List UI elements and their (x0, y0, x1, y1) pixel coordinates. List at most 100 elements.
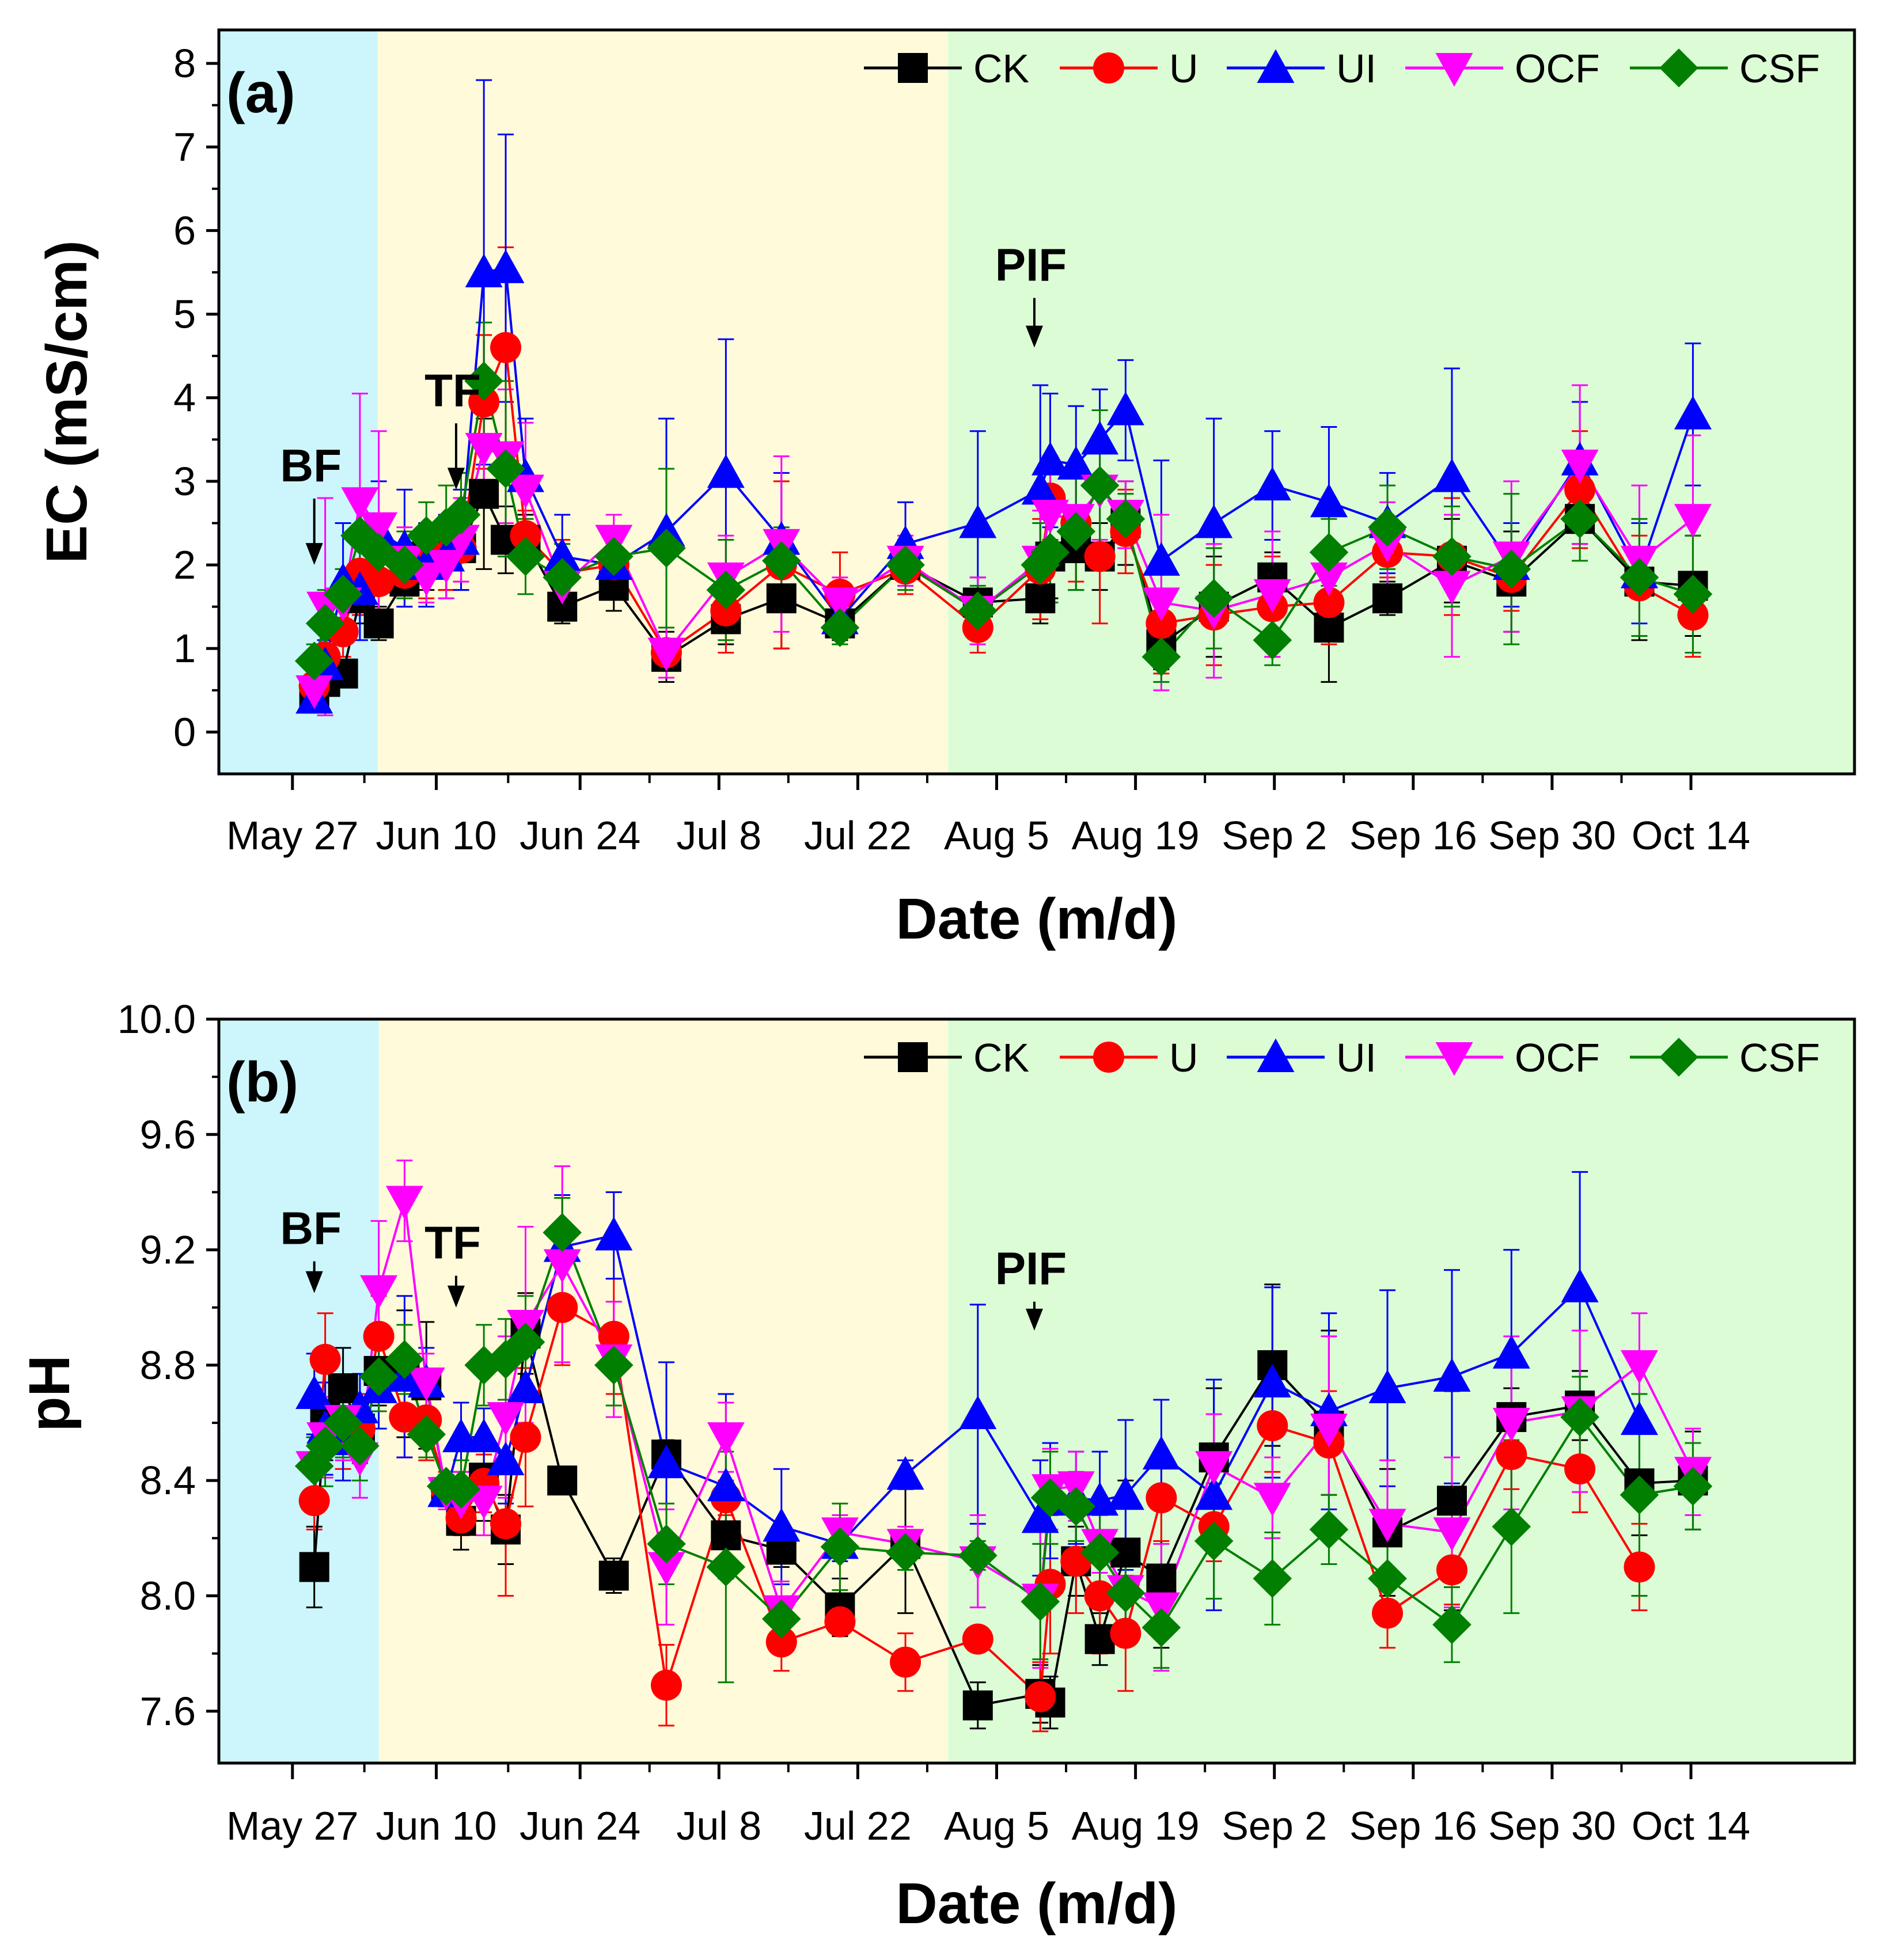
panel-b-point-CSF (1309, 1510, 1349, 1549)
panel-a-x-tick-label: Jun 24 (519, 813, 640, 858)
panel-b-point-OCF (360, 1275, 398, 1309)
panel-b-point-CSF (543, 1213, 582, 1252)
panel-a-point-CSF (486, 449, 525, 488)
panel-a-point-CSF (359, 533, 399, 572)
panel-a-point-CSF (1106, 499, 1146, 539)
panel-b-legend-label-U: U (1169, 1035, 1199, 1080)
panel-a-point-U (468, 386, 500, 417)
panel-b-point-UI (707, 1467, 745, 1502)
panel-a-point-CSF (1309, 533, 1349, 572)
panel-b-point-OCF (1310, 1414, 1348, 1448)
panel-b-y-tick-label: 9.6 (140, 1112, 196, 1157)
panel-b-point-U (1624, 1551, 1655, 1583)
panel-a-x-tick-label: Sep 2 (1222, 813, 1327, 858)
panel-b-point-CSF (1021, 1582, 1060, 1621)
panel-a-point-OCF (1674, 504, 1712, 538)
panel-a-band-before (219, 30, 378, 774)
panel-a-point-U (490, 332, 522, 363)
panel-b-point-CSF (1560, 1397, 1599, 1437)
panel-b-point-CSF (294, 1446, 334, 1486)
panel-b-point-CSF (762, 1599, 801, 1639)
panel-b-annotation-arrowhead-BF (305, 1271, 323, 1293)
panel-a-point-UI (1021, 470, 1059, 505)
panel-b-y-tick-label: 8.4 (140, 1458, 196, 1503)
panel-b-point-CSF (340, 1426, 380, 1465)
panel-a-point-UI (959, 504, 997, 538)
panel-b-point-UI (1142, 1435, 1180, 1470)
panel-a-point-CSF (594, 537, 634, 576)
panel-b-point-CK (1084, 1624, 1115, 1654)
panel-a-point-CSF (1080, 466, 1120, 505)
panel-b-point-UI (507, 1369, 544, 1403)
panel-a-point-OCF (1253, 579, 1291, 613)
panel-b-point-OCF (1433, 1517, 1471, 1551)
panel-a-point-CSF (323, 575, 363, 614)
panel-a-point-U (1313, 587, 1345, 618)
panel-a-legend-label-CSF: CSF (1739, 46, 1820, 91)
panel-a-point-UI (1195, 504, 1233, 538)
panel-b-point-CSF (407, 1415, 446, 1454)
panel-b-point-CSF (1620, 1475, 1659, 1515)
panel-a-legend-label-U: U (1169, 46, 1199, 91)
panel-b-legend-label-CK: CK (973, 1035, 1029, 1080)
panel-b-x-tick-label: May 27 (226, 1803, 359, 1848)
panel-a-legend-marker-CSF (1659, 48, 1698, 88)
panel-b-legend-marker-UI (1257, 1038, 1295, 1072)
panel-b-point-CK (962, 1690, 993, 1720)
panel-a-point-UI (1674, 396, 1712, 430)
panel-b-point-CSF (323, 1403, 363, 1442)
panel-b-point-OCF (385, 1186, 423, 1220)
panel-a-y-tick-label: 3 (173, 459, 196, 504)
panel-b-point-OCF (1253, 1483, 1291, 1517)
panel-a-point-OCF (427, 550, 465, 584)
panel-a-y-tick-label: 4 (173, 375, 196, 420)
panel-a-point-U (1564, 474, 1596, 506)
panel-b-point-UI (1492, 1335, 1530, 1369)
panel-a-annotation-arrowhead-TF (447, 468, 465, 490)
panel-b-point-CSF (886, 1533, 925, 1572)
panel-a-x-tick-label: May 27 (226, 813, 359, 858)
panel-a-point-CSF (294, 641, 334, 681)
panel-b-point-CSF (594, 1346, 634, 1385)
panel-b-legend-marker-OCF (1435, 1042, 1473, 1076)
panel-a-point-OCF (360, 512, 398, 546)
panel-b-point-CSF (305, 1426, 345, 1465)
panel-a-point-U (710, 595, 742, 626)
panel-b-point-OCF (1492, 1408, 1530, 1442)
panel-b-point-CSF (706, 1547, 746, 1587)
panel-a-legend-marker-U (1093, 52, 1124, 83)
panel-b-legend: CK U UI OCF CSF (864, 1035, 1820, 1080)
panel-b-point-CSF (1368, 1559, 1407, 1598)
panel-b-x-tick-label: Sep 30 (1488, 1803, 1616, 1848)
panel-b-x-tick-label: Jul 8 (676, 1803, 761, 1848)
panel-a-y-axis-title: EC (mS/cm) (35, 240, 99, 563)
panel-b-point-U (1025, 1681, 1056, 1712)
panel-a-point-CK (469, 478, 499, 509)
panel-a-x-tick-label: Oct 14 (1632, 813, 1750, 858)
panel-b-point-CK (328, 1373, 358, 1403)
panel-b-point-CSF (1080, 1533, 1120, 1572)
panel-b-plot-frame (217, 1017, 1856, 1765)
panel-a-annotations: BF TF PIF (280, 240, 1067, 565)
panel-a-band-after (948, 30, 1855, 774)
panel-b-point-CSF (647, 1524, 686, 1564)
panel-b-x-tick-label: Oct 14 (1632, 1803, 1750, 1848)
panel-a-point-U (1084, 541, 1116, 572)
panel-a-point-UI (1106, 392, 1144, 426)
panel-a-x-tick-label: Jul 22 (804, 813, 912, 858)
panel-b-point-CSF (1673, 1467, 1713, 1506)
panel-a-x-tick-label: Aug 19 (1072, 813, 1200, 858)
panel-b-point-OCF (1620, 1350, 1658, 1384)
panel-b-point-CSF (1056, 1487, 1096, 1526)
panel-b-y-axis-title: pH (17, 1355, 82, 1431)
panel-b-y-tick-label: 8.8 (140, 1343, 196, 1388)
panel-b-legend-marker-CK (898, 1042, 928, 1072)
panel-a-point-U (1146, 607, 1177, 639)
panel-a-point-UI (487, 249, 525, 283)
panel-b-point-UI (959, 1395, 997, 1430)
panel-b-point-OCF (647, 1552, 685, 1586)
panel-a-point-CK (363, 608, 394, 639)
panel-b-point-U (1257, 1410, 1288, 1442)
panel-b-point-U (824, 1606, 856, 1638)
panel-a-point-UI (1253, 466, 1291, 501)
